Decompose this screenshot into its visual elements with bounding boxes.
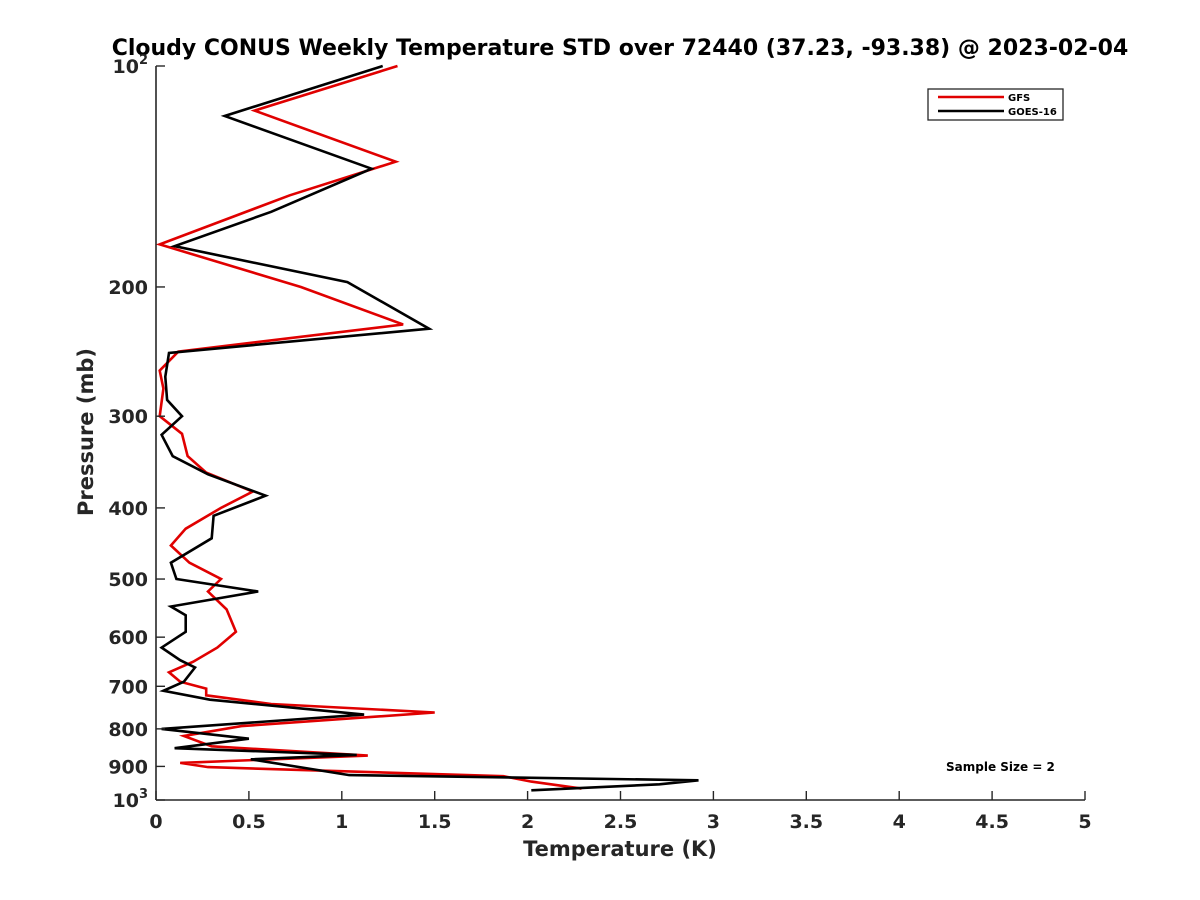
x-tick-label: 2 bbox=[521, 811, 534, 833]
y-tick-label: 700 bbox=[108, 676, 148, 698]
x-tick-label: 3 bbox=[707, 811, 720, 833]
legend: GFS GOES-16 bbox=[927, 88, 1064, 121]
x-tick-label: 1 bbox=[335, 811, 348, 833]
y-tick-label: 500 bbox=[108, 569, 148, 591]
y-tick-label: 300 bbox=[108, 406, 148, 428]
y-tick-label: 400 bbox=[108, 498, 148, 520]
y-tick-label: 200 bbox=[108, 277, 148, 299]
y-tick-label: 600 bbox=[108, 627, 148, 649]
legend-box bbox=[927, 88, 1064, 121]
y-tick-label: 103 bbox=[113, 787, 149, 812]
sample-size-annotation: Sample Size = 2 bbox=[946, 760, 1055, 774]
legend-label-goes16: GOES-16 bbox=[1008, 107, 1057, 118]
y-axis-label: Pressure (mb) bbox=[74, 348, 98, 516]
x-tick-label: 4.5 bbox=[975, 811, 1009, 833]
x-tick-label: 5 bbox=[1078, 811, 1091, 833]
x-axis-label: Temperature (K) bbox=[523, 837, 717, 861]
series-layer bbox=[155, 64, 699, 792]
x-tick-label: 2.5 bbox=[604, 811, 638, 833]
tick-layer: 0 0.5 1 1.5 2 2.5 3 3.5 4 4.5 5 102 200 300 400 500 600 7… bbox=[108, 53, 1091, 833]
x-tick-label: 1.5 bbox=[418, 811, 452, 833]
x-tick-label: 0 bbox=[149, 811, 162, 833]
x-tick-label: 3.5 bbox=[789, 811, 823, 833]
x-tick-label: 4 bbox=[893, 811, 906, 833]
y-tick-label: 102 bbox=[113, 53, 149, 78]
x-tick-label: 0.5 bbox=[232, 811, 266, 833]
y-tick-label: 800 bbox=[108, 719, 148, 741]
series-line-goes16 bbox=[159, 64, 699, 792]
legend-label-gfs: GFS bbox=[1008, 93, 1030, 104]
y-tick-label: 900 bbox=[108, 756, 148, 778]
chart-title: Cloudy CONUS Weekly Temperature STD over… bbox=[112, 36, 1129, 61]
